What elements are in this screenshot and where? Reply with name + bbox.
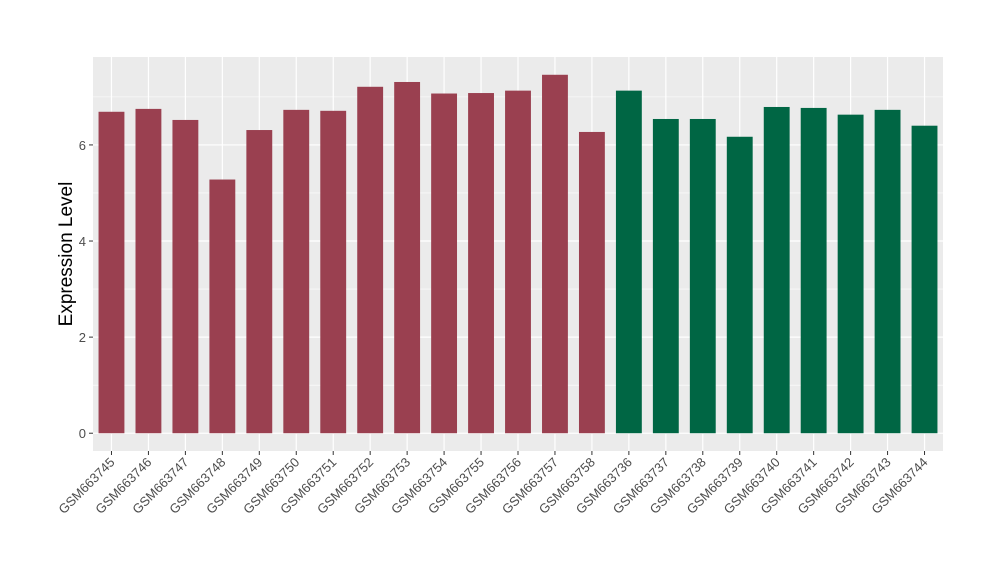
bar xyxy=(837,114,864,434)
bar xyxy=(98,111,125,434)
bars xyxy=(98,74,938,434)
bar xyxy=(172,119,199,434)
bar xyxy=(209,179,236,434)
bar xyxy=(505,90,531,434)
bar xyxy=(726,136,753,434)
bar xyxy=(542,74,568,434)
bar xyxy=(357,86,384,434)
bar xyxy=(911,125,938,434)
bar xyxy=(246,130,273,434)
bar xyxy=(615,90,642,434)
y-axis-label: Expression Level xyxy=(56,182,77,327)
bar xyxy=(431,93,458,434)
bar xyxy=(652,118,679,434)
bar xyxy=(578,131,605,434)
bar xyxy=(874,109,901,434)
bar xyxy=(135,108,162,434)
y-axis: 0 2 4 6 xyxy=(79,138,93,441)
bar xyxy=(763,106,790,434)
bar xyxy=(689,118,716,434)
bar xyxy=(283,109,310,434)
y-tick-label: 6 xyxy=(79,138,86,153)
bar xyxy=(468,93,494,434)
bar xyxy=(394,81,421,434)
y-tick-label: 0 xyxy=(79,426,86,441)
y-tick-label: 2 xyxy=(79,330,86,345)
y-tick-label: 4 xyxy=(79,234,86,249)
bar xyxy=(800,107,827,434)
bar xyxy=(320,110,347,434)
x-axis: GSM663745GSM663746GSM663747GSM663748GSM6… xyxy=(55,451,931,517)
